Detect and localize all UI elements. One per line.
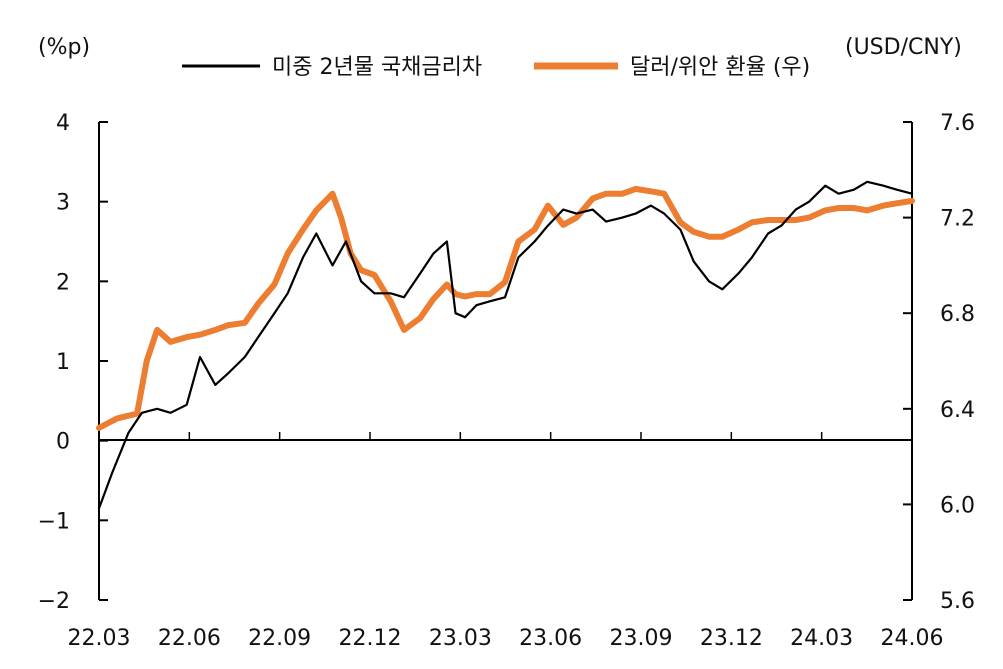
x-axis-ticks: 22.03 22.06 22.09 22.12 23.03 23.06 23.09 23.12… [68,432,944,651]
left-tick-label: 2 [56,270,70,295]
left-tick-label: −1 [38,509,70,534]
left-tick-label: 0 [56,430,70,455]
x-tick-label: 22.09 [248,626,311,651]
x-tick-label: 23.03 [429,626,492,651]
x-tick-label: 22.06 [158,626,221,651]
series-layer [96,180,915,510]
series-line-usd-cny [96,185,915,431]
x-tick-label: 23.06 [519,626,582,651]
right-axis-unit: (USD/CNY) [845,35,962,60]
x-tick-label: 22.12 [339,626,402,651]
right-tick-label: 7.2 [940,207,975,232]
legend-label-fx: 달러/위안 환율 (우) [630,55,810,80]
right-tick-label: 5.6 [940,589,975,614]
left-axis-unit: (%p) [38,35,90,60]
x-tick-label: 22.03 [68,626,131,651]
right-tick-label: 7.6 [940,111,975,136]
right-tick-label: 6.8 [940,302,975,327]
x-tick-label: 24.03 [790,626,853,651]
series-line-us-china-2y-spread [97,180,914,510]
left-tick-label: 4 [56,111,70,136]
legend: 미중 2년물 국채금리차 달러/위안 환율 (우) [182,55,810,80]
x-tick-label: 23.12 [700,626,763,651]
left-tick-label: −2 [38,589,70,614]
right-tick-label: 6.4 [940,398,975,423]
legend-label-spread: 미중 2년물 국채금리차 [272,55,482,80]
x-tick-label: 24.06 [881,626,944,651]
left-tick-label: 3 [56,191,70,216]
right-tick-label: 6.0 [940,493,975,518]
x-tick-label: 23.09 [610,626,673,651]
left-tick-label: 1 [56,350,70,375]
right-axis-ticks: 7.6 7.2 6.8 6.4 6.0 5.6 [903,111,975,614]
left-axis-ticks: 4 3 2 1 0 −1 −2 [38,111,108,614]
